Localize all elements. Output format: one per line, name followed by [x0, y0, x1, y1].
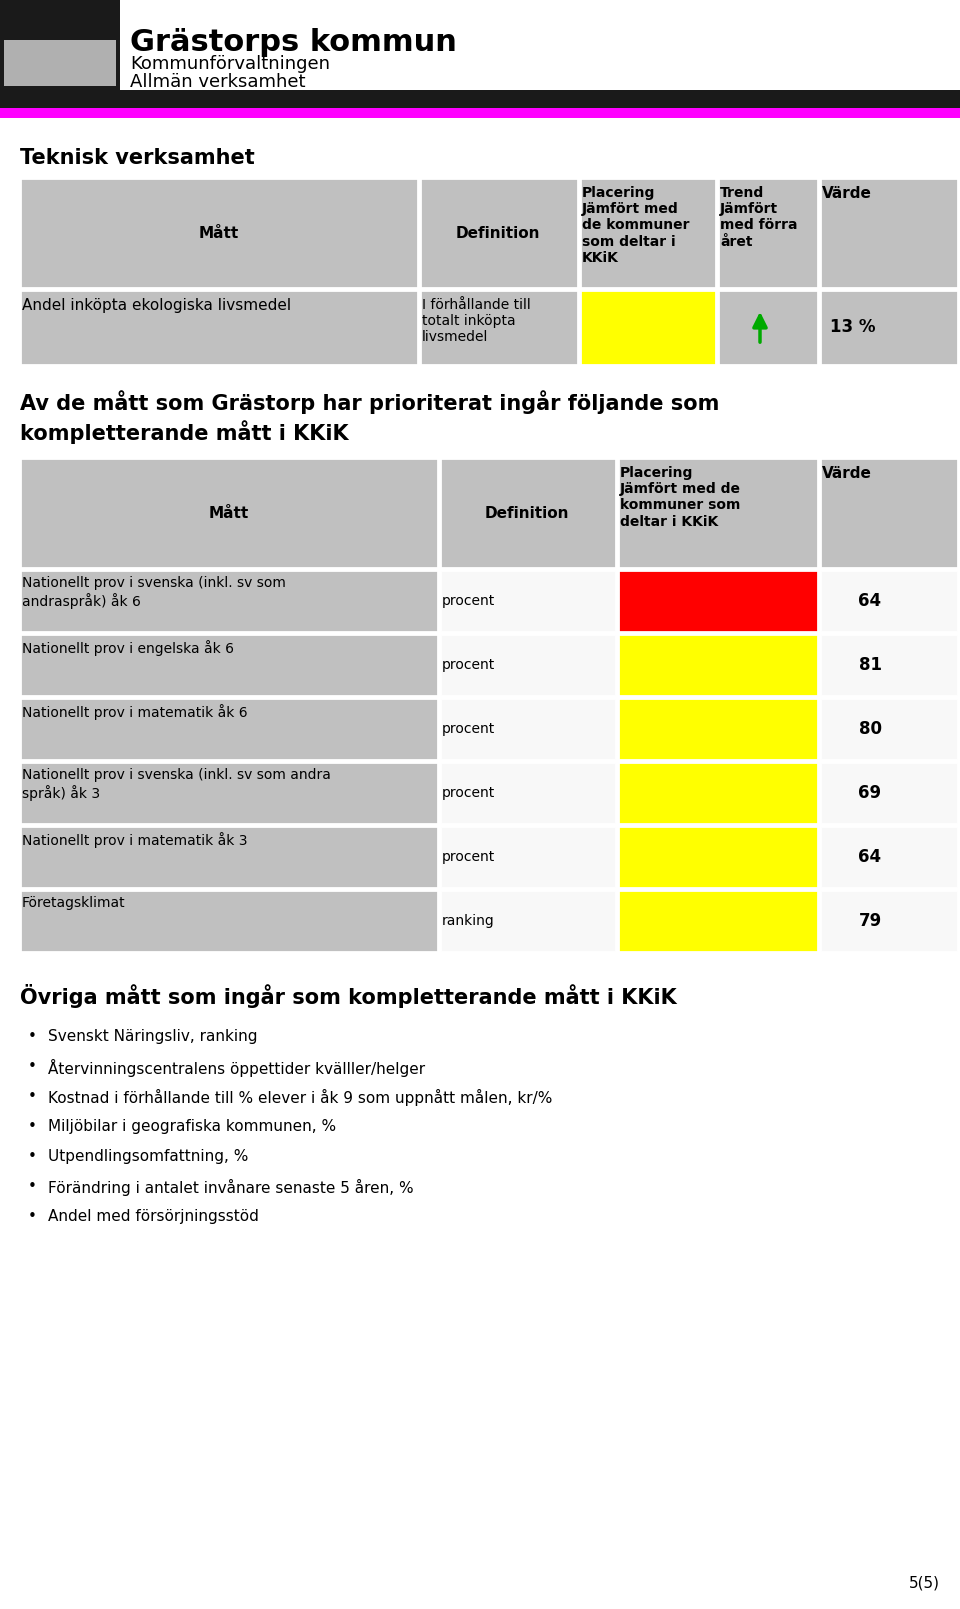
FancyBboxPatch shape	[580, 290, 716, 365]
Text: 64: 64	[858, 592, 881, 610]
Text: Teknisk verksamhet: Teknisk verksamhet	[20, 148, 254, 167]
FancyBboxPatch shape	[618, 570, 818, 632]
Text: •: •	[28, 1030, 36, 1044]
Text: Övriga mått som ingår som kompletterande mått i KKiK: Övriga mått som ingår som kompletterande…	[20, 985, 677, 1007]
Text: 80: 80	[858, 719, 881, 739]
FancyBboxPatch shape	[0, 0, 120, 95]
Text: Kostnad i förhållande till % elever i åk 9 som uppnått målen, kr/%: Kostnad i förhållande till % elever i åk…	[48, 1089, 552, 1105]
Text: Svenskt Näringsliv, ranking: Svenskt Näringsliv, ranking	[48, 1030, 257, 1044]
Text: Trend
Jämfört
med förra
året: Trend Jämfört med förra året	[720, 187, 798, 249]
FancyBboxPatch shape	[440, 763, 616, 824]
Text: Mått: Mått	[199, 225, 239, 240]
Text: Nationellt prov i engelska åk 6: Nationellt prov i engelska åk 6	[22, 640, 234, 656]
FancyBboxPatch shape	[718, 179, 818, 288]
FancyBboxPatch shape	[618, 763, 818, 824]
FancyBboxPatch shape	[20, 459, 438, 568]
FancyBboxPatch shape	[618, 698, 818, 759]
FancyBboxPatch shape	[4, 40, 116, 88]
Text: Förändring i antalet invånare senaste 5 åren, %: Förändring i antalet invånare senaste 5 …	[48, 1179, 414, 1195]
FancyBboxPatch shape	[440, 825, 616, 888]
Text: Återvinningscentralens öppettider kvälller/helger: Återvinningscentralens öppettider kvälll…	[48, 1059, 425, 1076]
FancyBboxPatch shape	[618, 459, 818, 568]
Text: 13 %: 13 %	[830, 319, 876, 336]
Text: procent: procent	[442, 722, 495, 735]
Text: Definition: Definition	[456, 225, 540, 240]
FancyBboxPatch shape	[20, 763, 438, 824]
FancyBboxPatch shape	[20, 634, 438, 697]
FancyBboxPatch shape	[420, 179, 578, 288]
FancyBboxPatch shape	[820, 825, 958, 888]
Text: 5(5): 5(5)	[909, 1575, 940, 1591]
FancyBboxPatch shape	[820, 763, 958, 824]
Text: I förhållande till
totalt inköpta
livsmedel: I förhållande till totalt inköpta livsme…	[422, 298, 531, 344]
Text: Miljöbilar i geografiska kommunen, %: Miljöbilar i geografiska kommunen, %	[48, 1118, 336, 1134]
Text: procent: procent	[442, 594, 495, 608]
Text: Placering
Jämfört med de
kommuner som
deltar i KKiK: Placering Jämfört med de kommuner som de…	[620, 467, 741, 529]
Text: 64: 64	[858, 848, 881, 866]
Text: Värde: Värde	[822, 467, 872, 481]
FancyBboxPatch shape	[420, 290, 578, 365]
FancyBboxPatch shape	[820, 698, 958, 759]
FancyBboxPatch shape	[0, 108, 960, 117]
Text: •: •	[28, 1179, 36, 1194]
FancyBboxPatch shape	[618, 890, 818, 953]
Text: •: •	[28, 1118, 36, 1134]
Text: Nationellt prov i svenska (inkl. sv som andra
språk) åk 3: Nationellt prov i svenska (inkl. sv som …	[22, 767, 331, 801]
Text: Grästorps kommun: Grästorps kommun	[130, 27, 457, 56]
Text: Av de mått som Grästorp har prioriterat ingår följande som
kompletterande mått i: Av de mått som Grästorp har prioriterat …	[20, 389, 719, 444]
Text: 69: 69	[858, 784, 881, 801]
FancyBboxPatch shape	[0, 90, 960, 108]
Text: 81: 81	[858, 656, 881, 674]
FancyBboxPatch shape	[4, 85, 116, 93]
FancyBboxPatch shape	[820, 290, 958, 365]
FancyBboxPatch shape	[820, 890, 958, 953]
Text: Definition: Definition	[485, 505, 569, 520]
Text: Placering
Jämfört med
de kommuner
som deltar i
KKiK: Placering Jämfört med de kommuner som de…	[582, 187, 689, 265]
FancyBboxPatch shape	[820, 634, 958, 697]
FancyBboxPatch shape	[820, 179, 958, 288]
FancyBboxPatch shape	[440, 634, 616, 697]
Text: •: •	[28, 1089, 36, 1104]
FancyBboxPatch shape	[20, 825, 438, 888]
Text: Allmän verksamhet: Allmän verksamhet	[130, 72, 305, 92]
Text: Andel inköpta ekologiska livsmedel: Andel inköpta ekologiska livsmedel	[22, 298, 291, 314]
FancyBboxPatch shape	[820, 570, 958, 632]
Text: procent: procent	[442, 787, 495, 800]
Text: Mått: Mått	[209, 505, 250, 520]
FancyBboxPatch shape	[618, 825, 818, 888]
Text: procent: procent	[442, 850, 495, 864]
Text: Utpendlingsomfattning, %: Utpendlingsomfattning, %	[48, 1149, 249, 1163]
Text: Värde: Värde	[822, 187, 872, 201]
FancyBboxPatch shape	[820, 459, 958, 568]
FancyBboxPatch shape	[440, 570, 616, 632]
Text: ranking: ranking	[442, 914, 494, 928]
FancyBboxPatch shape	[20, 570, 438, 632]
Text: Kommunförvaltningen: Kommunförvaltningen	[130, 55, 330, 72]
FancyBboxPatch shape	[20, 290, 418, 365]
FancyBboxPatch shape	[440, 890, 616, 953]
FancyBboxPatch shape	[580, 179, 716, 288]
Text: Andel med försörjningsstöd: Andel med försörjningsstöd	[48, 1208, 259, 1224]
Text: •: •	[28, 1059, 36, 1073]
FancyBboxPatch shape	[20, 179, 418, 288]
Text: Nationellt prov i matematik åk 3: Nationellt prov i matematik åk 3	[22, 832, 248, 848]
Text: Nationellt prov i svenska (inkl. sv som
andraspråk) åk 6: Nationellt prov i svenska (inkl. sv som …	[22, 576, 286, 608]
FancyBboxPatch shape	[440, 459, 616, 568]
FancyBboxPatch shape	[618, 634, 818, 697]
Text: 79: 79	[858, 912, 881, 930]
Text: Företagsklimat: Företagsklimat	[22, 896, 126, 911]
Text: •: •	[28, 1149, 36, 1163]
Text: procent: procent	[442, 658, 495, 673]
FancyBboxPatch shape	[718, 290, 818, 365]
Text: •: •	[28, 1208, 36, 1224]
FancyBboxPatch shape	[20, 698, 438, 759]
Text: Nationellt prov i matematik åk 6: Nationellt prov i matematik åk 6	[22, 705, 248, 719]
FancyBboxPatch shape	[440, 698, 616, 759]
FancyBboxPatch shape	[20, 890, 438, 953]
